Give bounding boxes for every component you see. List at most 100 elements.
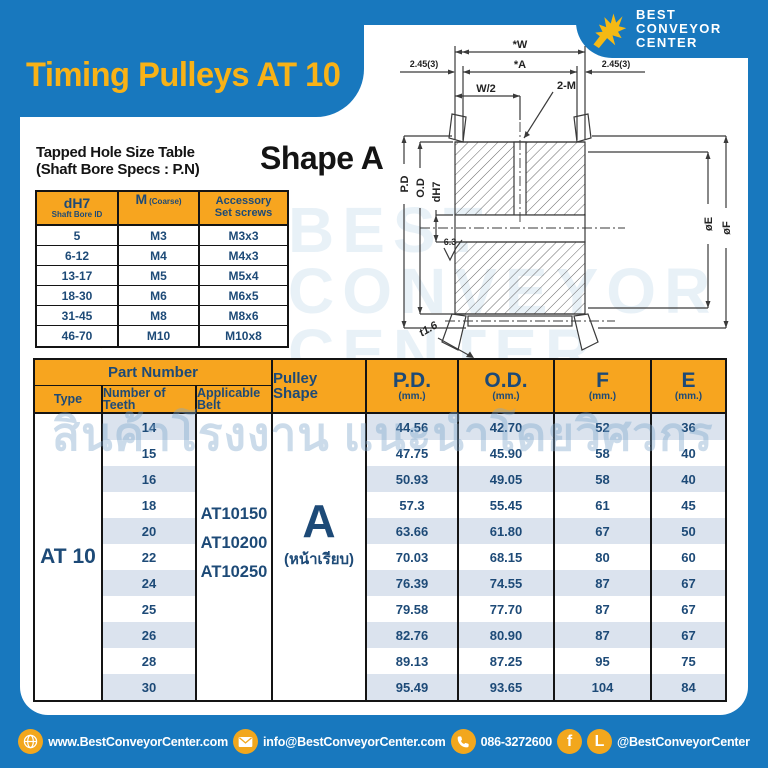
cell-pd-20: 63.66 bbox=[367, 518, 459, 544]
footer-bar: www.BestConveyorCenter.com info@BestConv… bbox=[0, 715, 768, 768]
phone-icon bbox=[450, 729, 476, 754]
cell-e-26: 67 bbox=[652, 622, 725, 648]
svg-text:øF: øF bbox=[721, 221, 733, 235]
footer-website: www.BestConveyorCenter.com bbox=[18, 729, 228, 754]
cell-teeth-14: 14 bbox=[103, 414, 197, 440]
cell-od-26: 80.90 bbox=[459, 622, 555, 648]
tapped-cell: M4 bbox=[119, 246, 200, 266]
cell-teeth-16: 16 bbox=[103, 466, 197, 492]
tapped-table-title: Tapped Hole Size Table (Shaft Bore Specs… bbox=[36, 144, 200, 179]
header-part-number: Part Number bbox=[35, 360, 273, 386]
footer-social-handle: @BestConveyorCenter bbox=[617, 734, 750, 749]
cell-od-24: 74.55 bbox=[459, 570, 555, 596]
svg-text:*A: *A bbox=[514, 59, 526, 71]
tapped-cell: 46-70 bbox=[37, 326, 119, 346]
tapped-cell: 31-45 bbox=[37, 306, 119, 326]
tapped-cell: M4x3 bbox=[200, 246, 287, 266]
cell-od-28: 87.25 bbox=[459, 648, 555, 674]
pulley-spec-table: Part Number Type Number of Teeth Applica… bbox=[33, 358, 727, 702]
cell-od-30: 93.65 bbox=[459, 674, 555, 700]
envelope-icon bbox=[233, 729, 259, 754]
pulley-shape-cell: A (หน้าเรียบ) bbox=[273, 414, 367, 700]
svg-text:P.D: P.D bbox=[399, 175, 411, 192]
svg-text:O.D: O.D bbox=[415, 178, 427, 198]
cell-e-30: 84 bbox=[652, 674, 725, 700]
svg-text:dH7: dH7 bbox=[431, 182, 443, 203]
svg-text:2-M: 2-M bbox=[557, 80, 576, 92]
tapped-cell: M3 bbox=[119, 226, 200, 246]
cell-pd-22: 70.03 bbox=[367, 544, 459, 570]
header-e: E (mm.) bbox=[652, 360, 725, 414]
cell-od-20: 61.80 bbox=[459, 518, 555, 544]
header-number-of-teeth: Number of Teeth bbox=[103, 386, 197, 414]
cell-teeth-26: 26 bbox=[103, 622, 197, 648]
cell-pd-24: 76.39 bbox=[367, 570, 459, 596]
cell-od-16: 49.05 bbox=[459, 466, 555, 492]
cell-teeth-30: 30 bbox=[103, 674, 197, 700]
tapped-header-bore: dH7 Shaft Bore ID bbox=[37, 192, 119, 226]
cell-pd-14: 44.56 bbox=[367, 414, 459, 440]
brand-logo: BEST CONVEYOR CENTER bbox=[576, 0, 768, 58]
svg-text:t1.6: t1.6 bbox=[417, 319, 440, 339]
cell-teeth-28: 28 bbox=[103, 648, 197, 674]
tapped-cell: M5x4 bbox=[200, 266, 287, 286]
svg-text:W/2: W/2 bbox=[476, 83, 496, 95]
cell-pd-16: 50.93 bbox=[367, 466, 459, 492]
shape-heading: Shape A bbox=[260, 140, 384, 176]
cell-e-25: 67 bbox=[681, 601, 696, 617]
tapped-cell: 18-30 bbox=[37, 286, 119, 306]
cell-e-28: 75 bbox=[681, 653, 696, 669]
type-cell: AT 10 bbox=[35, 414, 103, 700]
cell-f-15: 58 bbox=[555, 440, 652, 466]
tapped-cell: M3x3 bbox=[200, 226, 287, 246]
header-pulley-shape: Pulley Shape bbox=[273, 360, 367, 414]
cell-teeth-20: 20 bbox=[103, 518, 197, 544]
tapped-cell: 6-12 bbox=[37, 246, 119, 266]
cell-f-16: 58 bbox=[555, 466, 652, 492]
cell-teeth-18: 18 bbox=[103, 492, 197, 518]
cell-teeth-25: 25 bbox=[103, 596, 197, 622]
tapped-header-setscrews: Accessory Set screws bbox=[200, 192, 287, 226]
cell-f-24: 87 bbox=[555, 570, 652, 596]
cell-pd-28: 89.13 bbox=[367, 648, 459, 674]
logo-wordmark: BEST CONVEYOR CENTER bbox=[636, 6, 722, 51]
cell-pd-15: 47.75 bbox=[367, 440, 459, 466]
cell-teeth-24: 24 bbox=[103, 570, 197, 596]
tapped-cell: 13-17 bbox=[37, 266, 119, 286]
cell-f-30: 104 bbox=[555, 674, 652, 700]
cell-e-20: 50 bbox=[652, 518, 725, 544]
line-icon: L bbox=[587, 729, 613, 754]
globe-icon bbox=[18, 729, 44, 754]
cell-f-14: 52 bbox=[555, 414, 652, 440]
cell-e-15: 40 bbox=[681, 445, 696, 461]
cell-od-25: 77.70 bbox=[459, 596, 555, 622]
footer-email: info@BestConveyorCenter.com bbox=[233, 729, 446, 754]
footer-phone: 086-3272600 bbox=[450, 729, 552, 754]
facebook-icon: f bbox=[557, 729, 583, 754]
tapped-header-m: M (Coarse) bbox=[119, 192, 200, 226]
svg-text:øE: øE bbox=[703, 217, 715, 231]
pulley-technical-drawing: *W *A 2.45(3) 2.45(3) W/2 2-M P.D O.D dH… bbox=[399, 39, 733, 358]
header-od: O.D. (mm.) bbox=[459, 360, 555, 414]
cell-e-18: 45 bbox=[681, 497, 696, 513]
cell-teeth-22: 22 bbox=[103, 544, 197, 570]
cell-pd-25: 79.58 bbox=[367, 596, 459, 622]
header-f: F (mm.) bbox=[555, 360, 652, 414]
tapped-cell: M6x5 bbox=[200, 286, 287, 306]
cell-e-14: 36 bbox=[652, 414, 725, 440]
cell-pd-18: 57.3 bbox=[367, 492, 459, 518]
cell-od-18: 55.45 bbox=[459, 492, 555, 518]
tapped-cell: 5 bbox=[37, 226, 119, 246]
applicable-belt-cell: AT10150 AT10200 AT10250 bbox=[197, 414, 273, 700]
cell-teeth-15: 15 bbox=[103, 440, 197, 466]
cell-f-25: 87 bbox=[555, 596, 652, 622]
cell-pd-26: 82.76 bbox=[367, 622, 459, 648]
cell-f-18: 61 bbox=[555, 492, 652, 518]
header-applicable-belt: Applicable Belt bbox=[197, 386, 273, 414]
svg-text:6.3: 6.3 bbox=[444, 237, 457, 247]
tapped-cell: M8x6 bbox=[200, 306, 287, 326]
logo-goat-icon bbox=[593, 13, 627, 49]
page-title: Timing Pulleys AT 10 bbox=[26, 56, 341, 94]
svg-text:*W: *W bbox=[513, 39, 528, 51]
